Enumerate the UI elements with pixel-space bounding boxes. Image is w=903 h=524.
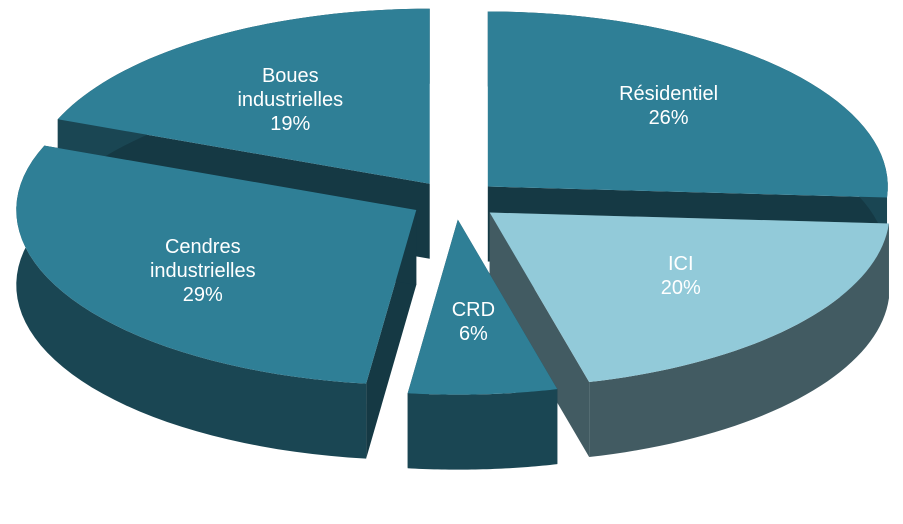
slice-value-label: 29% (182, 284, 223, 307)
slice-wall (16, 145, 367, 459)
slice (407, 219, 558, 470)
slice (16, 145, 417, 459)
slice-top (489, 212, 889, 383)
slice-top (407, 219, 558, 395)
slice (489, 212, 889, 458)
slice-label: Résidentiel 26% (594, 82, 744, 130)
slice-category: Boues industrielles (237, 64, 344, 111)
slice-category: CRD (451, 298, 496, 321)
slice-value-label: 26% (648, 107, 689, 130)
slice-label: CRD 6% (398, 298, 548, 346)
slice-label: Boues industrielles 19% (215, 64, 365, 136)
slice-side (489, 212, 590, 458)
slice-category: ICI (667, 252, 694, 275)
slice-value-label: 6% (458, 322, 488, 345)
slice-category: Cendres industrielles (149, 236, 256, 283)
slice-top (16, 145, 417, 384)
slice-value-label: 19% (270, 112, 311, 135)
slice-top (487, 11, 888, 198)
slice-label: Cendres industrielles 29% (128, 235, 278, 307)
slice-wall (589, 223, 889, 458)
slice-top (57, 8, 430, 184)
slice-value-label: 20% (660, 276, 701, 299)
slice-label: ICI 20% (606, 252, 756, 300)
slice-wall (407, 389, 558, 470)
slice-category: Résidentiel (619, 83, 719, 106)
